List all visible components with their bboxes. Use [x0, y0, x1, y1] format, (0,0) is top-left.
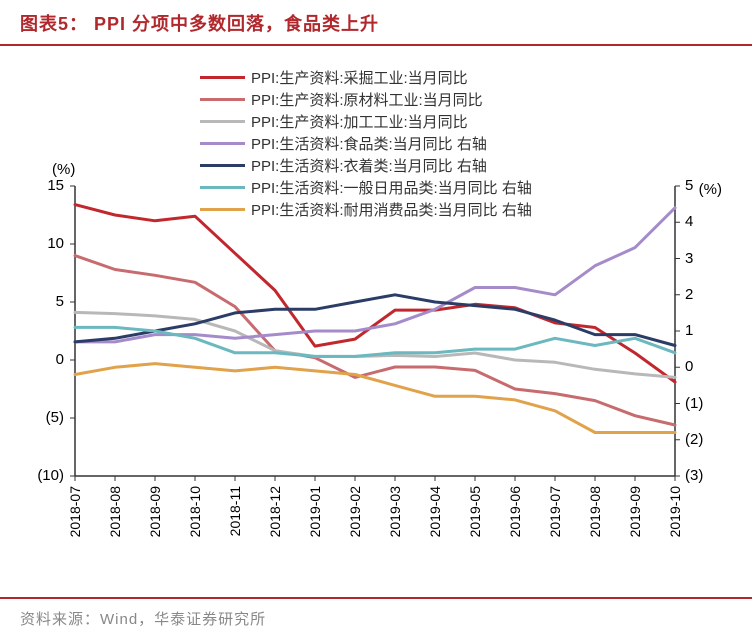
x-tick: 2018-08	[107, 486, 123, 537]
y-tick-left: 15	[24, 177, 64, 194]
y-tick-right: 3	[685, 250, 725, 267]
legend-item: PPI:生产资料:加工工业:当月同比	[200, 110, 532, 132]
x-tick: 2019-07	[547, 486, 563, 537]
legend-swatch	[200, 142, 245, 145]
x-tick: 2019-03	[387, 486, 403, 537]
title-bar: 图表5： PPI 分项中多数回落，食品类上升	[0, 0, 752, 46]
y-tick-right: 0	[685, 358, 725, 375]
x-tick: 2019-04	[427, 486, 443, 537]
y-tick-right: 1	[685, 322, 725, 339]
y-tick-right: 4	[685, 213, 725, 230]
legend-item: PPI:生活资料:耐用消费品类:当月同比 右轴	[200, 198, 532, 220]
y-tick-right: (2)	[685, 431, 725, 448]
x-tick: 2018-09	[147, 486, 163, 537]
legend-label: PPI:生产资料:原材料工业:当月同比	[251, 89, 483, 110]
x-tick: 2018-12	[267, 486, 283, 537]
legend-item: PPI:生产资料:采掘工业:当月同比	[200, 66, 532, 88]
divider-line	[0, 597, 752, 599]
legend: PPI:生产资料:采掘工业:当月同比PPI:生产资料:原材料工业:当月同比PPI…	[200, 66, 532, 220]
legend-label: PPI:生产资料:采掘工业:当月同比	[251, 67, 468, 88]
legend-label: PPI:生活资料:一般日用品类:当月同比 右轴	[251, 177, 532, 198]
x-tick: 2019-05	[467, 486, 483, 537]
x-tick: 2019-09	[627, 486, 643, 537]
chart-title: 图表5： PPI 分项中多数回落，食品类上升	[20, 10, 732, 36]
x-tick: 2019-02	[347, 486, 363, 537]
legend-swatch	[200, 98, 245, 101]
legend-item: PPI:生活资料:食品类:当月同比 右轴	[200, 132, 532, 154]
x-tick: 2019-10	[667, 486, 683, 537]
y-tick-right: 2	[685, 286, 725, 303]
y-tick-left: 0	[24, 351, 64, 368]
legend-label: PPI:生活资料:食品类:当月同比 右轴	[251, 133, 487, 154]
legend-item: PPI:生活资料:衣着类:当月同比 右轴	[200, 154, 532, 176]
y-tick-right: (3)	[685, 467, 725, 484]
y-tick-left: (10)	[24, 467, 64, 484]
x-tick: 2019-06	[507, 486, 523, 537]
x-tick: 2019-08	[587, 486, 603, 537]
legend-swatch	[200, 76, 245, 79]
y-tick-left: 10	[24, 235, 64, 252]
legend-label: PPI:生活资料:衣着类:当月同比 右轴	[251, 155, 487, 176]
x-tick: 2018-11	[227, 486, 243, 536]
y-tick-right: (1)	[685, 395, 725, 412]
y-tick-left: 5	[24, 293, 64, 310]
legend-item: PPI:生活资料:一般日用品类:当月同比 右轴	[200, 176, 532, 198]
y-tick-right: 5	[685, 177, 725, 194]
legend-label: PPI:生产资料:加工工业:当月同比	[251, 111, 468, 132]
chart-container: 图表5： PPI 分项中多数回落，食品类上升 PPI:生产资料:采掘工业:当月同…	[0, 0, 752, 637]
legend-label: PPI:生活资料:耐用消费品类:当月同比 右轴	[251, 199, 532, 220]
legend-swatch	[200, 164, 245, 167]
legend-swatch	[200, 120, 245, 123]
x-tick: 2019-01	[307, 486, 323, 537]
legend-swatch	[200, 208, 245, 211]
y-tick-left: (5)	[24, 409, 64, 426]
legend-item: PPI:生产资料:原材料工业:当月同比	[200, 88, 532, 110]
x-tick: 2018-10	[187, 486, 203, 537]
legend-swatch	[200, 186, 245, 189]
source-text: 资料来源：Wind，华泰证券研究所	[20, 608, 266, 629]
x-tick: 2018-07	[67, 486, 83, 537]
chart-area: PPI:生产资料:采掘工业:当月同比PPI:生产资料:原材料工业:当月同比PPI…	[20, 56, 732, 586]
